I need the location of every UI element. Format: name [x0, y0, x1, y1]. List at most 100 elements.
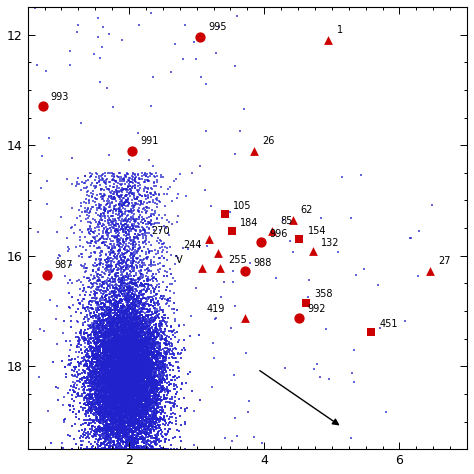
Point — [124, 419, 131, 427]
Point — [149, 404, 156, 412]
Point — [129, 298, 137, 305]
Point — [131, 291, 138, 298]
Point — [145, 359, 152, 366]
Point — [107, 255, 114, 262]
Point — [131, 328, 138, 335]
Point — [122, 338, 130, 346]
Point — [100, 368, 108, 375]
Point — [110, 382, 118, 389]
Point — [128, 410, 136, 418]
Point — [97, 414, 104, 421]
Point — [122, 390, 129, 397]
Point — [106, 356, 113, 364]
Point — [130, 399, 137, 407]
Point — [120, 350, 128, 357]
Point — [91, 367, 99, 375]
Point — [128, 394, 136, 401]
Point — [97, 328, 104, 336]
Point — [135, 188, 142, 196]
Point — [124, 335, 132, 342]
Point — [108, 331, 116, 339]
Point — [121, 337, 128, 345]
Point — [94, 303, 102, 311]
Point — [107, 345, 114, 353]
Point — [123, 381, 131, 388]
Point — [117, 393, 125, 401]
Point — [117, 405, 124, 412]
Point — [133, 310, 141, 317]
Point — [129, 345, 137, 352]
Point — [161, 376, 168, 383]
Point — [134, 418, 142, 425]
Point — [135, 446, 142, 453]
Point — [77, 212, 84, 220]
Point — [138, 355, 146, 363]
Point — [114, 367, 121, 374]
Point — [151, 352, 159, 359]
Point — [119, 393, 127, 401]
Point — [108, 315, 116, 322]
Point — [129, 370, 137, 377]
Point — [93, 358, 100, 365]
Point — [150, 317, 157, 324]
Point — [94, 376, 102, 383]
Point — [129, 359, 137, 367]
Point — [124, 330, 131, 337]
Point — [109, 292, 117, 300]
Point — [125, 360, 132, 367]
Point — [125, 385, 133, 392]
Point — [114, 344, 122, 351]
Point — [116, 350, 124, 357]
Point — [115, 210, 122, 218]
Point — [160, 357, 168, 365]
Point — [103, 176, 110, 184]
Point — [145, 362, 153, 370]
Point — [97, 329, 105, 337]
Point — [62, 371, 69, 378]
Point — [85, 366, 92, 374]
Point — [102, 376, 109, 383]
Point — [107, 415, 115, 422]
Point — [118, 344, 126, 351]
Point — [109, 417, 117, 425]
Point — [115, 346, 123, 354]
Point — [112, 355, 119, 362]
Point — [129, 383, 137, 390]
Point — [98, 247, 105, 255]
Point — [148, 345, 155, 352]
Point — [95, 427, 103, 435]
Point — [91, 396, 98, 404]
Point — [110, 222, 118, 229]
Point — [163, 363, 171, 371]
Point — [92, 285, 100, 293]
Point — [100, 413, 107, 421]
Point — [137, 344, 144, 352]
Point — [111, 382, 119, 390]
Point — [103, 387, 110, 395]
Point — [125, 421, 133, 429]
Point — [101, 424, 109, 432]
Point — [127, 182, 134, 190]
Point — [126, 332, 133, 339]
Point — [94, 284, 101, 292]
Point — [113, 188, 121, 195]
Point — [113, 330, 120, 338]
Point — [115, 299, 122, 306]
Point — [106, 319, 114, 327]
Point — [108, 331, 116, 339]
Point — [132, 374, 140, 382]
Point — [119, 204, 127, 211]
Point — [121, 310, 128, 318]
Point — [140, 391, 147, 398]
Point — [103, 404, 111, 412]
Point — [108, 356, 115, 364]
Point — [109, 380, 117, 388]
Point — [138, 422, 146, 429]
Point — [243, 350, 250, 357]
Point — [149, 422, 157, 429]
Point — [116, 313, 123, 320]
Point — [78, 349, 86, 357]
Point — [93, 294, 101, 301]
Point — [118, 351, 126, 358]
Point — [151, 349, 158, 356]
